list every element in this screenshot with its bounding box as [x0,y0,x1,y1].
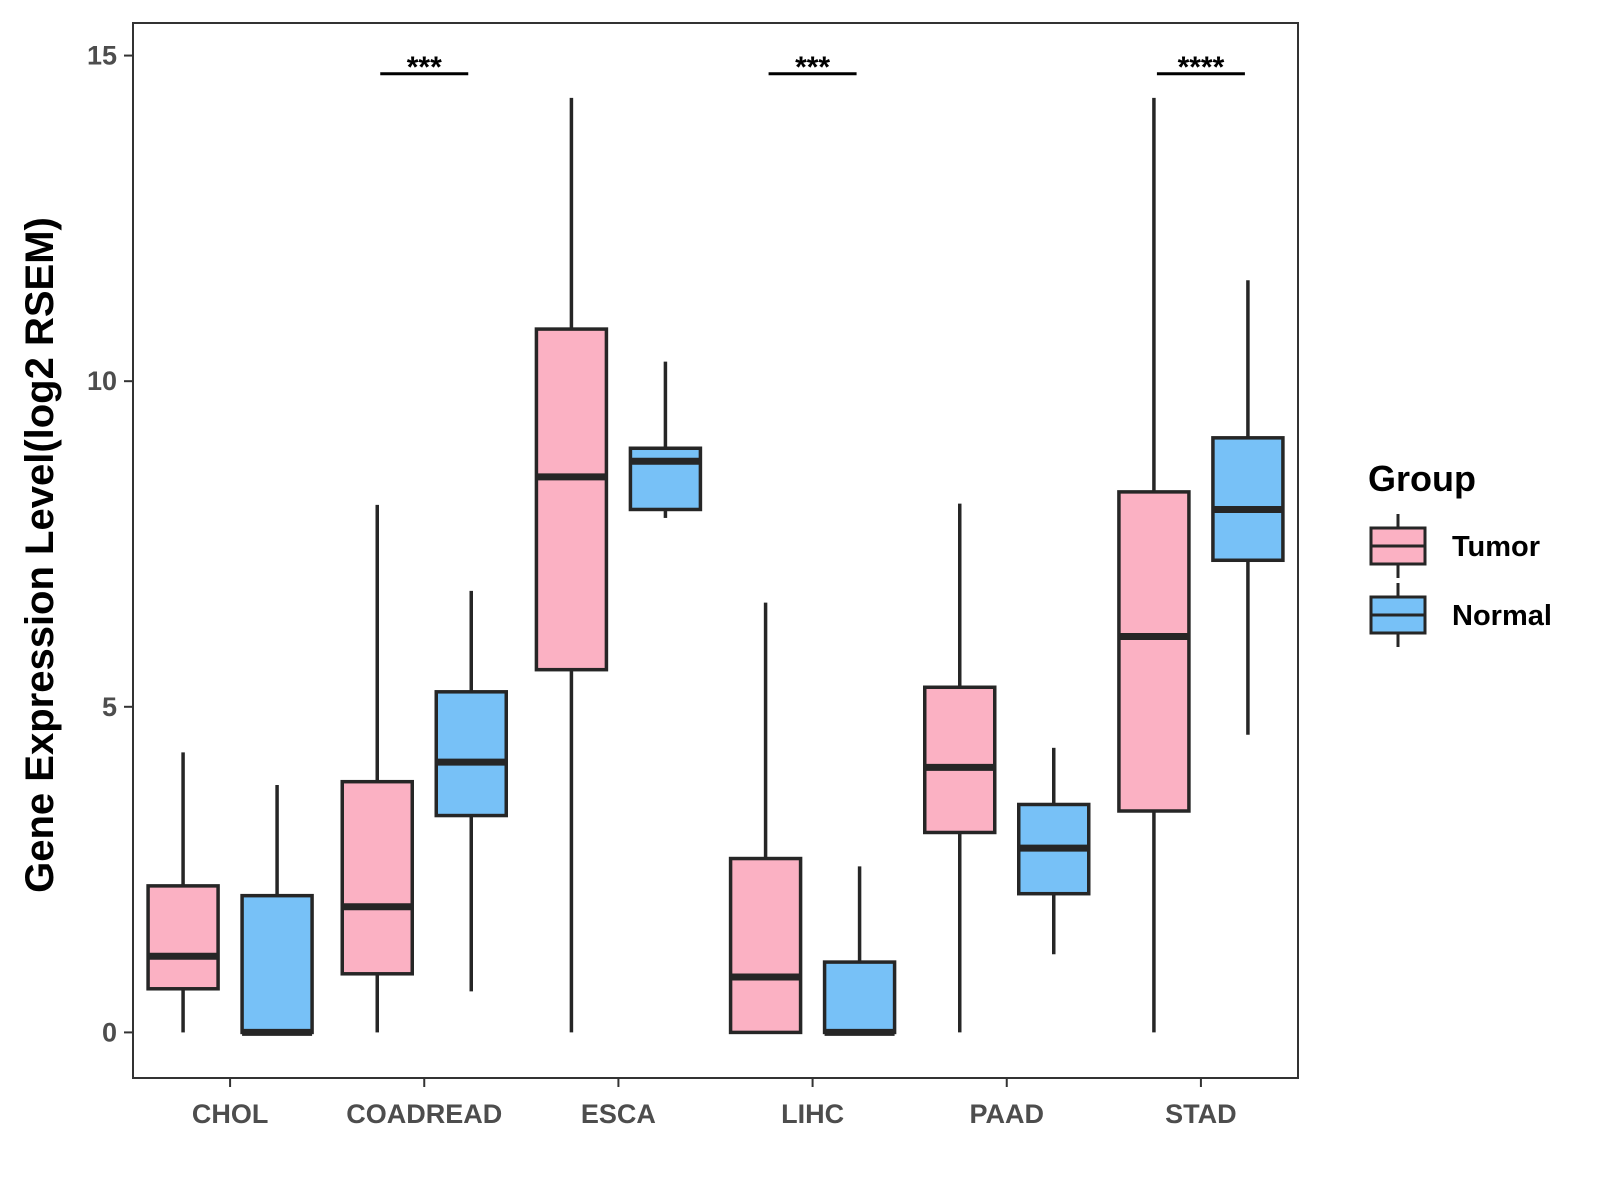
x-tick-label: COADREAD [346,1099,502,1129]
box-body [822,960,897,1035]
significance-label: **** [1178,51,1225,84]
box-body [923,685,997,835]
axis-layer: 0 5 10 15 CHOL COADREAD ESCA LIHC PAAD STAD [87,41,1237,1129]
box-tumor-paad [923,503,997,1033]
box-body [1211,436,1285,563]
legend-label-normal: Normal [1452,600,1552,632]
box-tumor-lihc [728,602,803,1035]
y-tick-label: 10 [87,366,117,396]
x-tick-label: CHOL [192,1099,269,1129]
box-normal-chol [240,784,314,1036]
y-tick-label: 0 [102,1017,117,1047]
box-tumor-stad [1117,97,1191,1033]
box-body [534,327,609,672]
box-normal-lihc [822,866,897,1036]
box-layer [146,97,1285,1036]
annotation-layer: *** *** **** [380,51,1245,84]
box-body [434,690,508,818]
significance-label: *** [795,51,830,84]
box-body [240,893,314,1035]
box-normal-esca [628,361,703,518]
y-axis-title: Gene Expression Level(log2 RSEM) [18,217,62,893]
box-normal-stad [1211,280,1285,735]
plot-panel [132,22,1299,1079]
x-tick-label: PAAD [969,1099,1044,1129]
legend: Group Tumor Normal [1368,458,1552,647]
panel-border [132,22,1299,1079]
box-tumor-coadread [340,504,414,1033]
x-tick-label: STAD [1165,1099,1237,1129]
x-tick-label: ESCA [581,1099,656,1129]
y-tick-label: 15 [87,41,117,71]
box-tumor-esca [534,97,609,1033]
box-body [146,884,220,991]
box-body [1117,490,1191,813]
box-body [340,779,414,976]
y-tick-label: 5 [102,692,117,722]
box-body [628,446,703,512]
legend-key-normal [1369,583,1427,647]
legend-key-tumor [1369,514,1427,578]
box-normal-paad [1017,747,1091,955]
legend-label-tumor: Tumor [1452,531,1540,563]
significance-label: *** [407,51,442,84]
box-tumor-chol [146,752,220,1033]
legend-title: Group [1368,458,1476,499]
box-normal-coadread [434,590,508,992]
box-body [728,856,803,1035]
x-tick-label: LIHC [781,1099,844,1129]
